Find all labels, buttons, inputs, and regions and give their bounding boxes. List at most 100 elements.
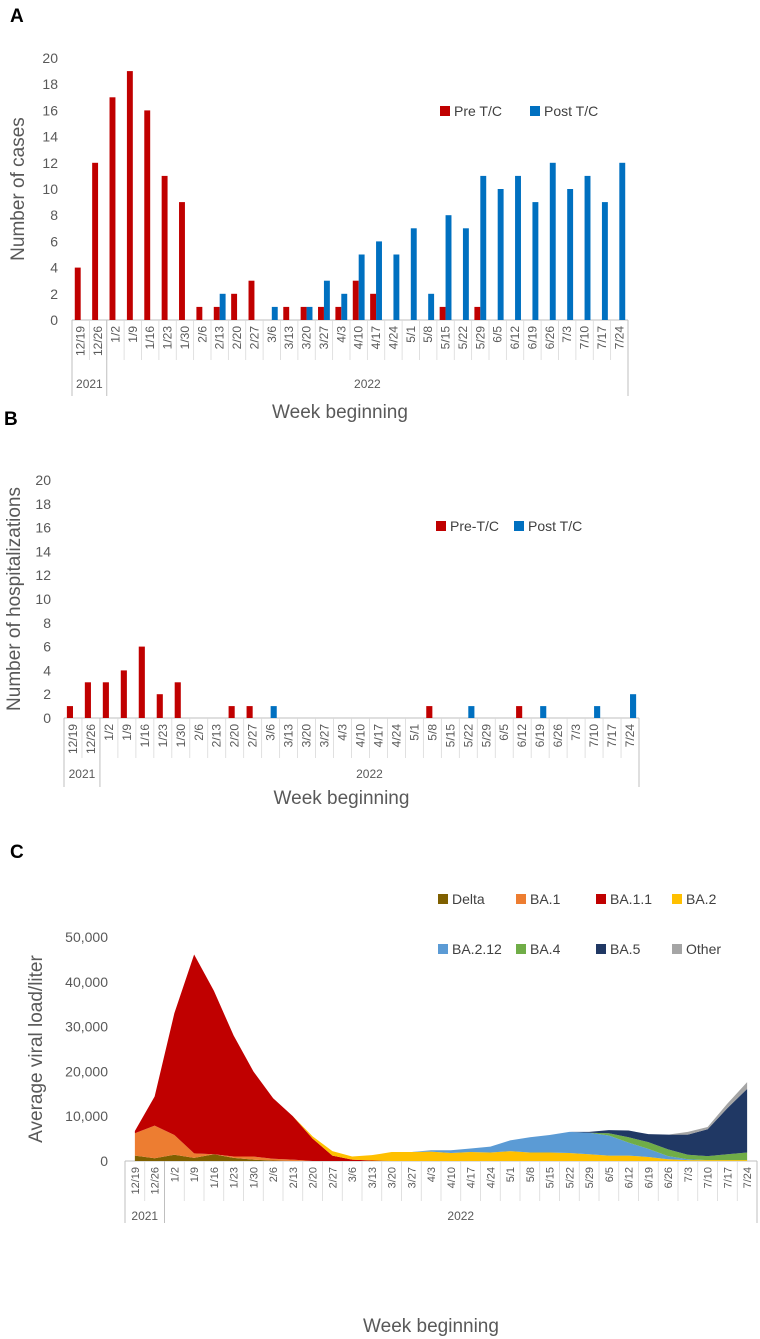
x-tick-label: 2/6: [192, 724, 206, 741]
x-tick-label: 4/3: [334, 326, 348, 343]
x-tick-label: 6/12: [508, 326, 522, 350]
x-tick-label: 6/12: [624, 1167, 636, 1188]
legend-label: BA.4: [530, 941, 561, 957]
x-tick-label: 7/17: [605, 724, 619, 748]
x-tick-label: 2/6: [195, 326, 209, 343]
bar-post-t-c-4-10: [358, 254, 365, 320]
y-tick-label: 20: [42, 50, 58, 66]
x-tick-label: 2/27: [247, 326, 261, 350]
x-tick-label: 2/20: [228, 724, 242, 748]
bar-post-t-c-5-8: [428, 293, 435, 320]
x-tick-label: 6/19: [643, 1167, 655, 1188]
panel-label-a: A: [10, 6, 24, 27]
bar-pre-t-c-2-27: [246, 706, 253, 718]
year-label: 2021: [131, 1209, 158, 1223]
x-tick-label: 4/17: [369, 326, 383, 350]
area-ba-5: [134, 954, 748, 1157]
legend-swatch-pre-t-c: [436, 521, 446, 531]
y-tick-label: 4: [43, 662, 51, 678]
x-tick-label: 3/27: [317, 326, 331, 350]
x-tick-label: 1/2: [102, 724, 116, 741]
legend-swatch-post-t-c: [530, 106, 540, 116]
x-tick-label: 7/3: [683, 1167, 695, 1182]
bar-post-t-c-5-22: [468, 706, 475, 718]
x-tick-label: 3/13: [367, 1167, 379, 1188]
bar-post-t-c-4-24: [393, 254, 400, 320]
x-tick-label: 3/27: [318, 724, 332, 748]
bar-pre-t-c-1-23: [156, 694, 163, 718]
bar-post-t-c-6-19: [532, 202, 539, 320]
x-axis-title: Week beginning: [363, 1316, 499, 1337]
bar-pre-t-c-4-17: [370, 293, 377, 320]
x-tick-label: 6/5: [491, 326, 505, 343]
x-tick-label: 5/29: [473, 326, 487, 350]
y-tick-label: 10: [35, 591, 51, 607]
bar-pre-t-c-1-2: [109, 97, 116, 320]
bar-post-t-c-5-15: [445, 215, 452, 320]
x-tick-label: 3/6: [264, 724, 278, 741]
x-axis-title: Week beginning: [274, 788, 410, 809]
x-tick-label: 1/23: [156, 724, 170, 748]
x-tick-label: 4/24: [485, 1167, 497, 1188]
bar-post-t-c-6-12: [515, 175, 521, 320]
x-tick-label: 5/15: [545, 1167, 557, 1188]
x-tick-label: 4/10: [353, 724, 367, 748]
bar-post-t-c-7-10: [584, 175, 591, 320]
x-tick-label: 6/26: [551, 724, 565, 748]
x-tick-label: 7/10: [703, 1167, 715, 1188]
bar-pre-t-c-4-10: [352, 280, 359, 320]
area-ba-1-1: [134, 954, 748, 1161]
y-axis-title: Average viral load/liter: [26, 955, 47, 1143]
x-tick-label: 2/13: [213, 326, 227, 350]
x-tick-label: 7/10: [578, 326, 592, 350]
y-tick-label: 2: [43, 686, 51, 702]
x-tick-label: 4/10: [352, 326, 366, 350]
x-tick-label: 4/3: [336, 724, 350, 741]
legend-label: BA.1: [530, 891, 561, 907]
x-axis-title: Week beginning: [272, 402, 408, 423]
bar-post-t-c-4-3: [341, 293, 348, 320]
legend-swatch-delta: [438, 894, 448, 904]
x-tick-label: 6/26: [663, 1167, 675, 1188]
x-tick-label: 1/2: [108, 326, 122, 343]
y-tick-label: 18: [35, 496, 51, 512]
x-tick-label: 3/13: [282, 326, 296, 350]
y-tick-label: 18: [42, 76, 58, 92]
y-tick-label: 12: [42, 155, 58, 171]
bar-pre-t-c-12-26: [92, 162, 99, 320]
bar-pre-t-c-2-27: [248, 280, 255, 320]
year-label: 2022: [356, 767, 383, 781]
x-tick-label: 5/8: [425, 724, 439, 741]
bar-pre-t-c-12-19: [74, 267, 81, 320]
bar-pre-t-c-1-30: [174, 682, 181, 718]
legend-swatch-post-t-c: [514, 521, 524, 531]
area-ba-1: [134, 1125, 748, 1161]
legend-label: BA.5: [610, 941, 641, 957]
bar-pre-t-c-4-3: [335, 306, 342, 320]
bar-pre-t-c-2-20: [228, 706, 235, 718]
x-tick-label: 4/17: [466, 1167, 478, 1188]
bar-pre-t-c-5-15: [439, 306, 446, 320]
bar-post-t-c-7-17: [601, 202, 608, 320]
bar-post-t-c-5-1: [410, 228, 417, 320]
bar-pre-t-c-12-19: [66, 706, 73, 718]
bar-pre-t-c-1-30: [179, 202, 185, 320]
y-tick-label: 0: [50, 312, 58, 328]
x-tick-label: 12/19: [66, 724, 80, 754]
x-tick-label: 7/24: [623, 724, 637, 748]
x-tick-label: 5/29: [584, 1167, 596, 1188]
bar-post-t-c-5-29: [480, 175, 487, 320]
y-tick-label: 0: [100, 1153, 108, 1169]
x-tick-label: 7/10: [587, 724, 601, 748]
x-tick-label: 3/20: [300, 326, 314, 350]
legend-swatch-ba-1: [516, 894, 526, 904]
x-tick-label: 4/17: [371, 724, 385, 748]
bar-pre-t-c-5-29: [474, 306, 481, 320]
y-axis-title: Number of hospitalizations: [4, 487, 25, 711]
x-tick-label: 5/22: [456, 326, 470, 350]
year-label: 2022: [447, 1209, 474, 1223]
x-tick-label: 12/19: [74, 326, 88, 356]
x-tick-label: 2/20: [308, 1167, 320, 1188]
y-tick-label: 20: [35, 472, 51, 488]
